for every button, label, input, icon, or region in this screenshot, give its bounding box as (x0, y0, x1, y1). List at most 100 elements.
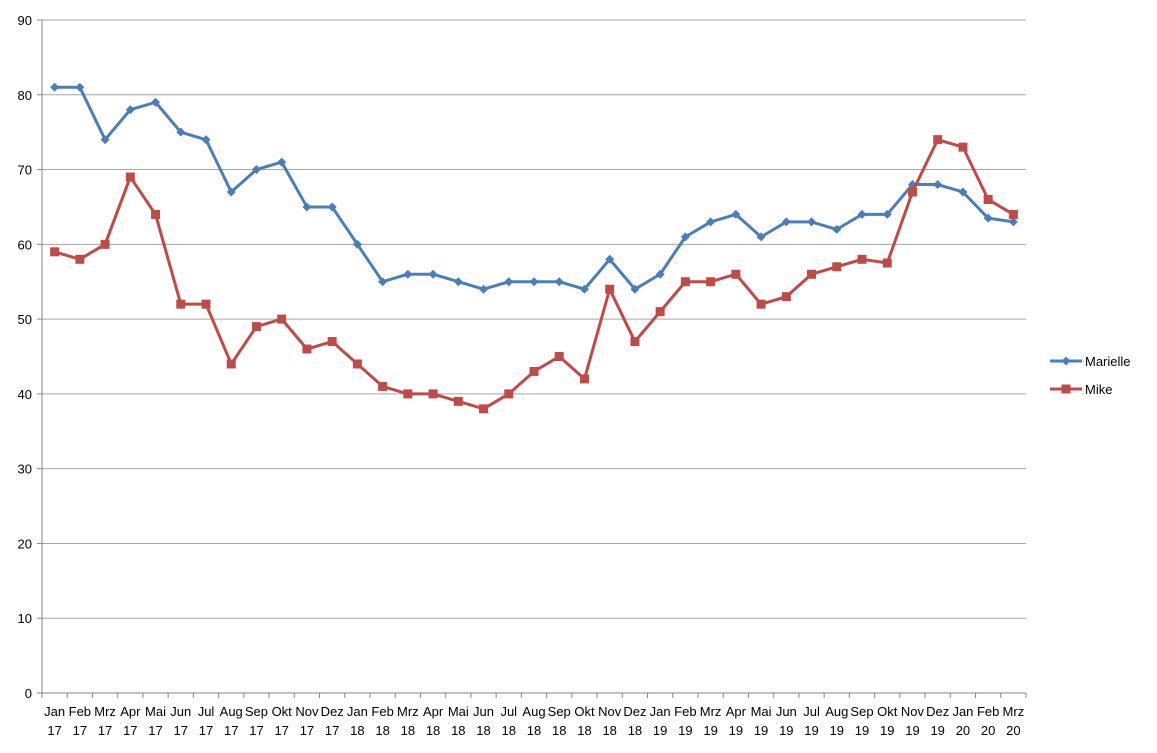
x-tick-label-year: 18 (577, 723, 591, 738)
y-tick-label: 50 (18, 312, 32, 327)
data-point-mike (403, 389, 413, 399)
x-tick-label-month: Jun (473, 704, 494, 719)
data-point-mike (756, 299, 766, 309)
x-tick-label-year: 18 (375, 723, 389, 738)
series-layer (50, 82, 1018, 414)
data-point-marielle (277, 157, 287, 167)
x-tick-label-year: 17 (98, 723, 112, 738)
x-tick-label-year: 19 (779, 723, 793, 738)
x-tick-label-year: 18 (401, 723, 415, 738)
y-tick-label: 30 (18, 462, 32, 477)
data-point-mike (277, 314, 287, 324)
data-point-mike (933, 135, 943, 145)
x-tick-label-month: Jul (198, 704, 215, 719)
x-tick-label-month: Okt (272, 704, 293, 719)
data-point-mike (857, 254, 867, 264)
y-tick-label: 80 (18, 88, 32, 103)
data-point-mike (529, 366, 539, 376)
legend-entry-marielle: Marielle (1050, 354, 1131, 369)
x-tick-label-month: Okt (574, 704, 595, 719)
data-point-marielle (958, 187, 968, 197)
data-point-mike (731, 269, 741, 279)
x-tick-label-year: 17 (174, 723, 188, 738)
x-tick-label-year: 17 (123, 723, 137, 738)
x-tick-label-year: 19 (678, 723, 692, 738)
data-point-marielle (579, 284, 589, 294)
data-point-mike (630, 337, 640, 347)
x-tick-label-year: 17 (300, 723, 314, 738)
data-point-marielle (933, 180, 943, 190)
data-point-marielle (882, 209, 892, 219)
x-tick-label-year: 19 (729, 723, 743, 738)
data-point-marielle (302, 202, 312, 212)
x-tick-label-month: Sep (548, 704, 571, 719)
data-point-marielle (1008, 217, 1018, 227)
x-tick-label-year: 19 (804, 723, 818, 738)
x-tick-label-month: Jun (776, 704, 797, 719)
data-point-mike (655, 307, 665, 317)
gridlines (42, 19, 1026, 619)
x-tick-label-month: Sep (245, 704, 268, 719)
y-tick-label: 20 (18, 536, 32, 551)
data-point-mike (882, 258, 892, 268)
x-axis: Jan 17 Feb 17 Mrz 17 Apr 17 Mai 17 Jun 17 Jul 17 Aug 17… (41, 692, 1027, 738)
x-tick-label-month: Feb (371, 704, 393, 719)
legend-label: Mike (1085, 382, 1112, 397)
data-point-mike (504, 389, 514, 399)
x-tick-label-year: 18 (426, 723, 440, 738)
data-point-mike (75, 254, 85, 264)
data-point-marielle (655, 269, 665, 279)
legend-swatch-marker (1061, 356, 1071, 366)
x-tick-label-year: 17 (249, 723, 263, 738)
x-tick-label-month: Feb (977, 704, 999, 719)
x-tick-label-month: Mai (448, 704, 469, 719)
data-point-mike (251, 322, 261, 332)
x-tick-label-month: Jan (347, 704, 368, 719)
x-tick-label-month: Apr (726, 704, 747, 719)
x-tick-label-month: Dez (623, 704, 646, 719)
data-point-marielle (378, 277, 388, 287)
x-tick-label-month: Jan (44, 704, 65, 719)
data-point-mike (781, 292, 791, 302)
x-tick-label-year: 18 (451, 723, 465, 738)
data-point-marielle (453, 277, 463, 287)
x-tick-label-year: 18 (552, 723, 566, 738)
x-tick-label-month: Mrz (397, 704, 419, 719)
data-point-marielle (630, 284, 640, 294)
data-point-mike (125, 172, 135, 182)
x-tick-label-month: Jul (500, 704, 517, 719)
y-axis: 0 10 20 30 40 50 60 70 80 90 (18, 13, 43, 701)
data-point-mike (176, 299, 186, 309)
data-point-marielle (807, 217, 817, 227)
x-tick-label-month: Okt (877, 704, 898, 719)
x-tick-label-month: Jun (170, 704, 191, 719)
x-tick-label-year: 17 (199, 723, 213, 738)
data-point-mike (479, 404, 489, 414)
data-point-marielle (479, 284, 489, 294)
data-point-mike (226, 359, 236, 369)
y-tick-label: 90 (18, 13, 32, 28)
x-tick-label-year: 19 (930, 723, 944, 738)
data-point-marielle (352, 239, 362, 249)
legend-swatch-marker (1061, 384, 1071, 394)
y-tick-label: 70 (18, 163, 32, 178)
data-point-marielle (125, 105, 135, 115)
x-tick-label-year: 17 (73, 723, 87, 738)
legend-entry-mike: Mike (1050, 382, 1112, 397)
data-point-marielle (529, 277, 539, 287)
x-tick-label-month: Feb (69, 704, 91, 719)
data-point-marielle (428, 269, 438, 279)
data-point-marielle (226, 187, 236, 197)
data-point-mike (100, 239, 110, 249)
x-tick-label-year: 20 (1006, 723, 1020, 738)
x-tick-label-year: 19 (653, 723, 667, 738)
data-point-mike (907, 187, 917, 197)
data-point-mike (605, 284, 615, 294)
data-point-mike (327, 337, 337, 347)
data-point-mike (151, 209, 161, 219)
x-tick-label-year: 19 (905, 723, 919, 738)
data-point-mike (1008, 209, 1018, 219)
x-tick-label-year: 18 (527, 723, 541, 738)
x-tick-label-year: 17 (47, 723, 61, 738)
